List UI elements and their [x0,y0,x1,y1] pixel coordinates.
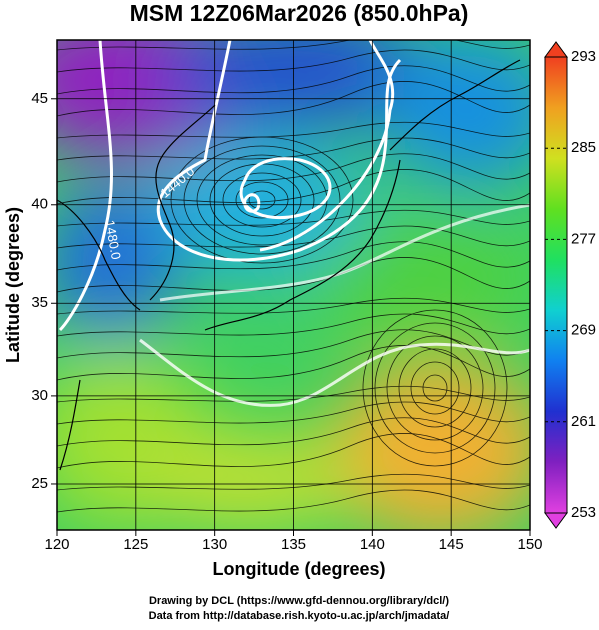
streamline [57,169,530,205]
contour-label: 1480.0 [102,219,124,261]
streamline [57,137,530,161]
colorbar-tick-label: 285 [571,139,596,156]
streamline [222,172,302,228]
x-axis-label: Longitude (degrees) [212,559,385,579]
field [57,40,530,530]
streamline [57,153,530,183]
colorbar-tick-label: 293 [571,48,596,65]
colorbar-arrow [544,41,568,58]
streamline [57,225,530,249]
streamline [57,417,530,447]
streamline [362,309,508,467]
y-tick-label: 35 [31,294,48,311]
streamline [248,190,276,210]
x-tick-label: 145 [439,536,464,553]
streamline [57,297,530,315]
colorbar-tick-label: 253 [571,504,596,521]
colorbar-tick-label: 277 [571,230,596,247]
streamline [57,81,530,117]
grid [57,40,530,530]
streamline [57,49,530,73]
streamline [57,65,530,95]
y-axis-label: Latitude (degrees) [3,207,23,363]
streamline [57,385,530,403]
streamline [398,348,472,428]
streamline [57,489,530,513]
streamline [57,433,530,469]
credit: Drawing by DCL (https://www.gfd-dennou.o… [149,595,449,607]
streamline [410,361,460,415]
colorbar-arrow [544,512,568,529]
y-tick-label: 45 [31,90,48,107]
streamline [57,401,530,425]
y-tick-label: 40 [31,196,48,213]
x-tick-label: 120 [44,536,69,553]
streamline [57,473,530,491]
streamline [57,40,530,51]
x-tick-label: 135 [281,536,306,553]
title: MSM 12Z06Mar2026 (850.0hPa) [130,0,469,26]
colorbar-tick-label: 269 [571,322,596,339]
coastlines [57,59,521,471]
streamline [386,335,484,441]
streamline [57,241,530,271]
streamline [57,121,530,139]
y-tick-label: 25 [31,475,48,492]
credit: Data from http://database.rish.kyoto-u.a… [149,610,450,622]
colorbar [544,56,568,514]
streamline [57,209,530,227]
x-tick-label: 125 [123,536,148,553]
streamline [57,313,530,337]
x-tick-label: 140 [360,536,385,553]
x-tick-label: 150 [517,536,542,553]
x-tick-label: 130 [202,536,227,553]
y-tick-label: 30 [31,387,48,404]
colorbar-tick-label: 261 [571,413,596,430]
streamlines [57,40,530,513]
streamline [57,345,530,381]
streamline [235,181,289,219]
streamline [422,374,448,402]
contours [58,40,530,407]
